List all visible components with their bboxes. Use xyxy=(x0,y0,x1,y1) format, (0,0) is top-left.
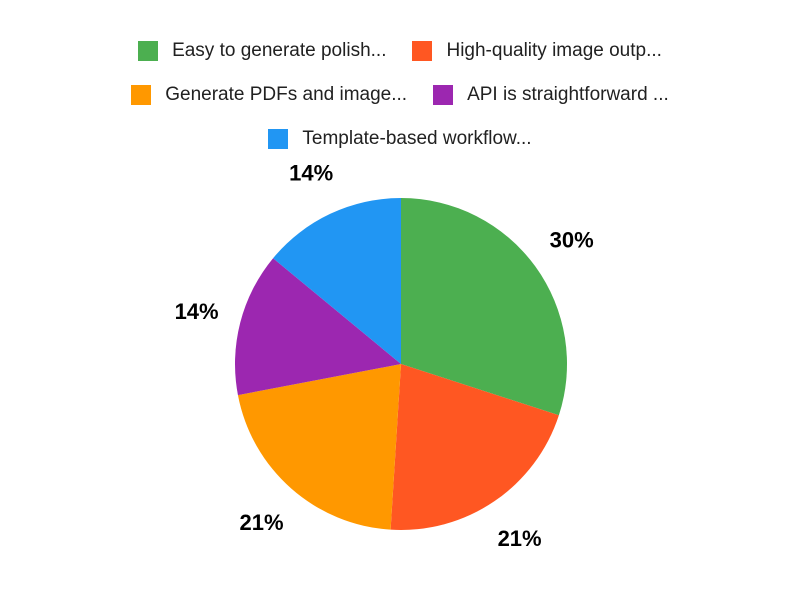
pie-slice-1 xyxy=(390,364,559,530)
legend-swatch-orange xyxy=(131,84,152,105)
legend-label: Generate PDFs and image... xyxy=(165,84,408,105)
legend-row-2: Generate PDFs and image... API is straig… xyxy=(131,83,669,106)
legend-swatch-blue xyxy=(268,128,289,149)
legend-label: API is straightforward ... xyxy=(467,84,669,105)
pie-percent-label-2: 21% xyxy=(239,510,283,535)
legend-swatch-green xyxy=(138,40,159,61)
pie-percent-label-4: 14% xyxy=(289,161,333,186)
pie-slice-4 xyxy=(273,198,401,364)
legend-label: High-quality image outp... xyxy=(446,40,662,61)
legend-row-1: Easy to generate polish... High-quality … xyxy=(138,39,662,62)
legend-label: Easy to generate polish... xyxy=(172,40,387,61)
pie-percent-label-1: 21% xyxy=(498,526,542,551)
pie-slice-2 xyxy=(237,364,401,530)
legend-item-generate-pdfs: Generate PDFs and image... xyxy=(131,83,407,106)
legend-item-high-quality: High-quality image outp... xyxy=(412,39,662,62)
pie-slice-3 xyxy=(234,258,401,396)
legend-label: Template-based workflow... xyxy=(302,128,532,149)
pie-percent-label-0: 30% xyxy=(550,228,594,253)
legend-row-3: Template-based workflow... xyxy=(268,127,532,150)
legend-item-template-based: Template-based workflow... xyxy=(268,127,532,150)
legend-swatch-purple xyxy=(433,84,454,105)
pie-slice-0 xyxy=(401,198,568,416)
legend-item-easy-to-generate: Easy to generate polish... xyxy=(138,39,386,62)
chart-legend: Easy to generate polish... High-quality … xyxy=(0,39,800,150)
pie-percent-label-3: 14% xyxy=(175,299,219,324)
legend-item-api-straightforward: API is straightforward ... xyxy=(433,83,669,106)
legend-swatch-deep-orange xyxy=(412,40,433,61)
